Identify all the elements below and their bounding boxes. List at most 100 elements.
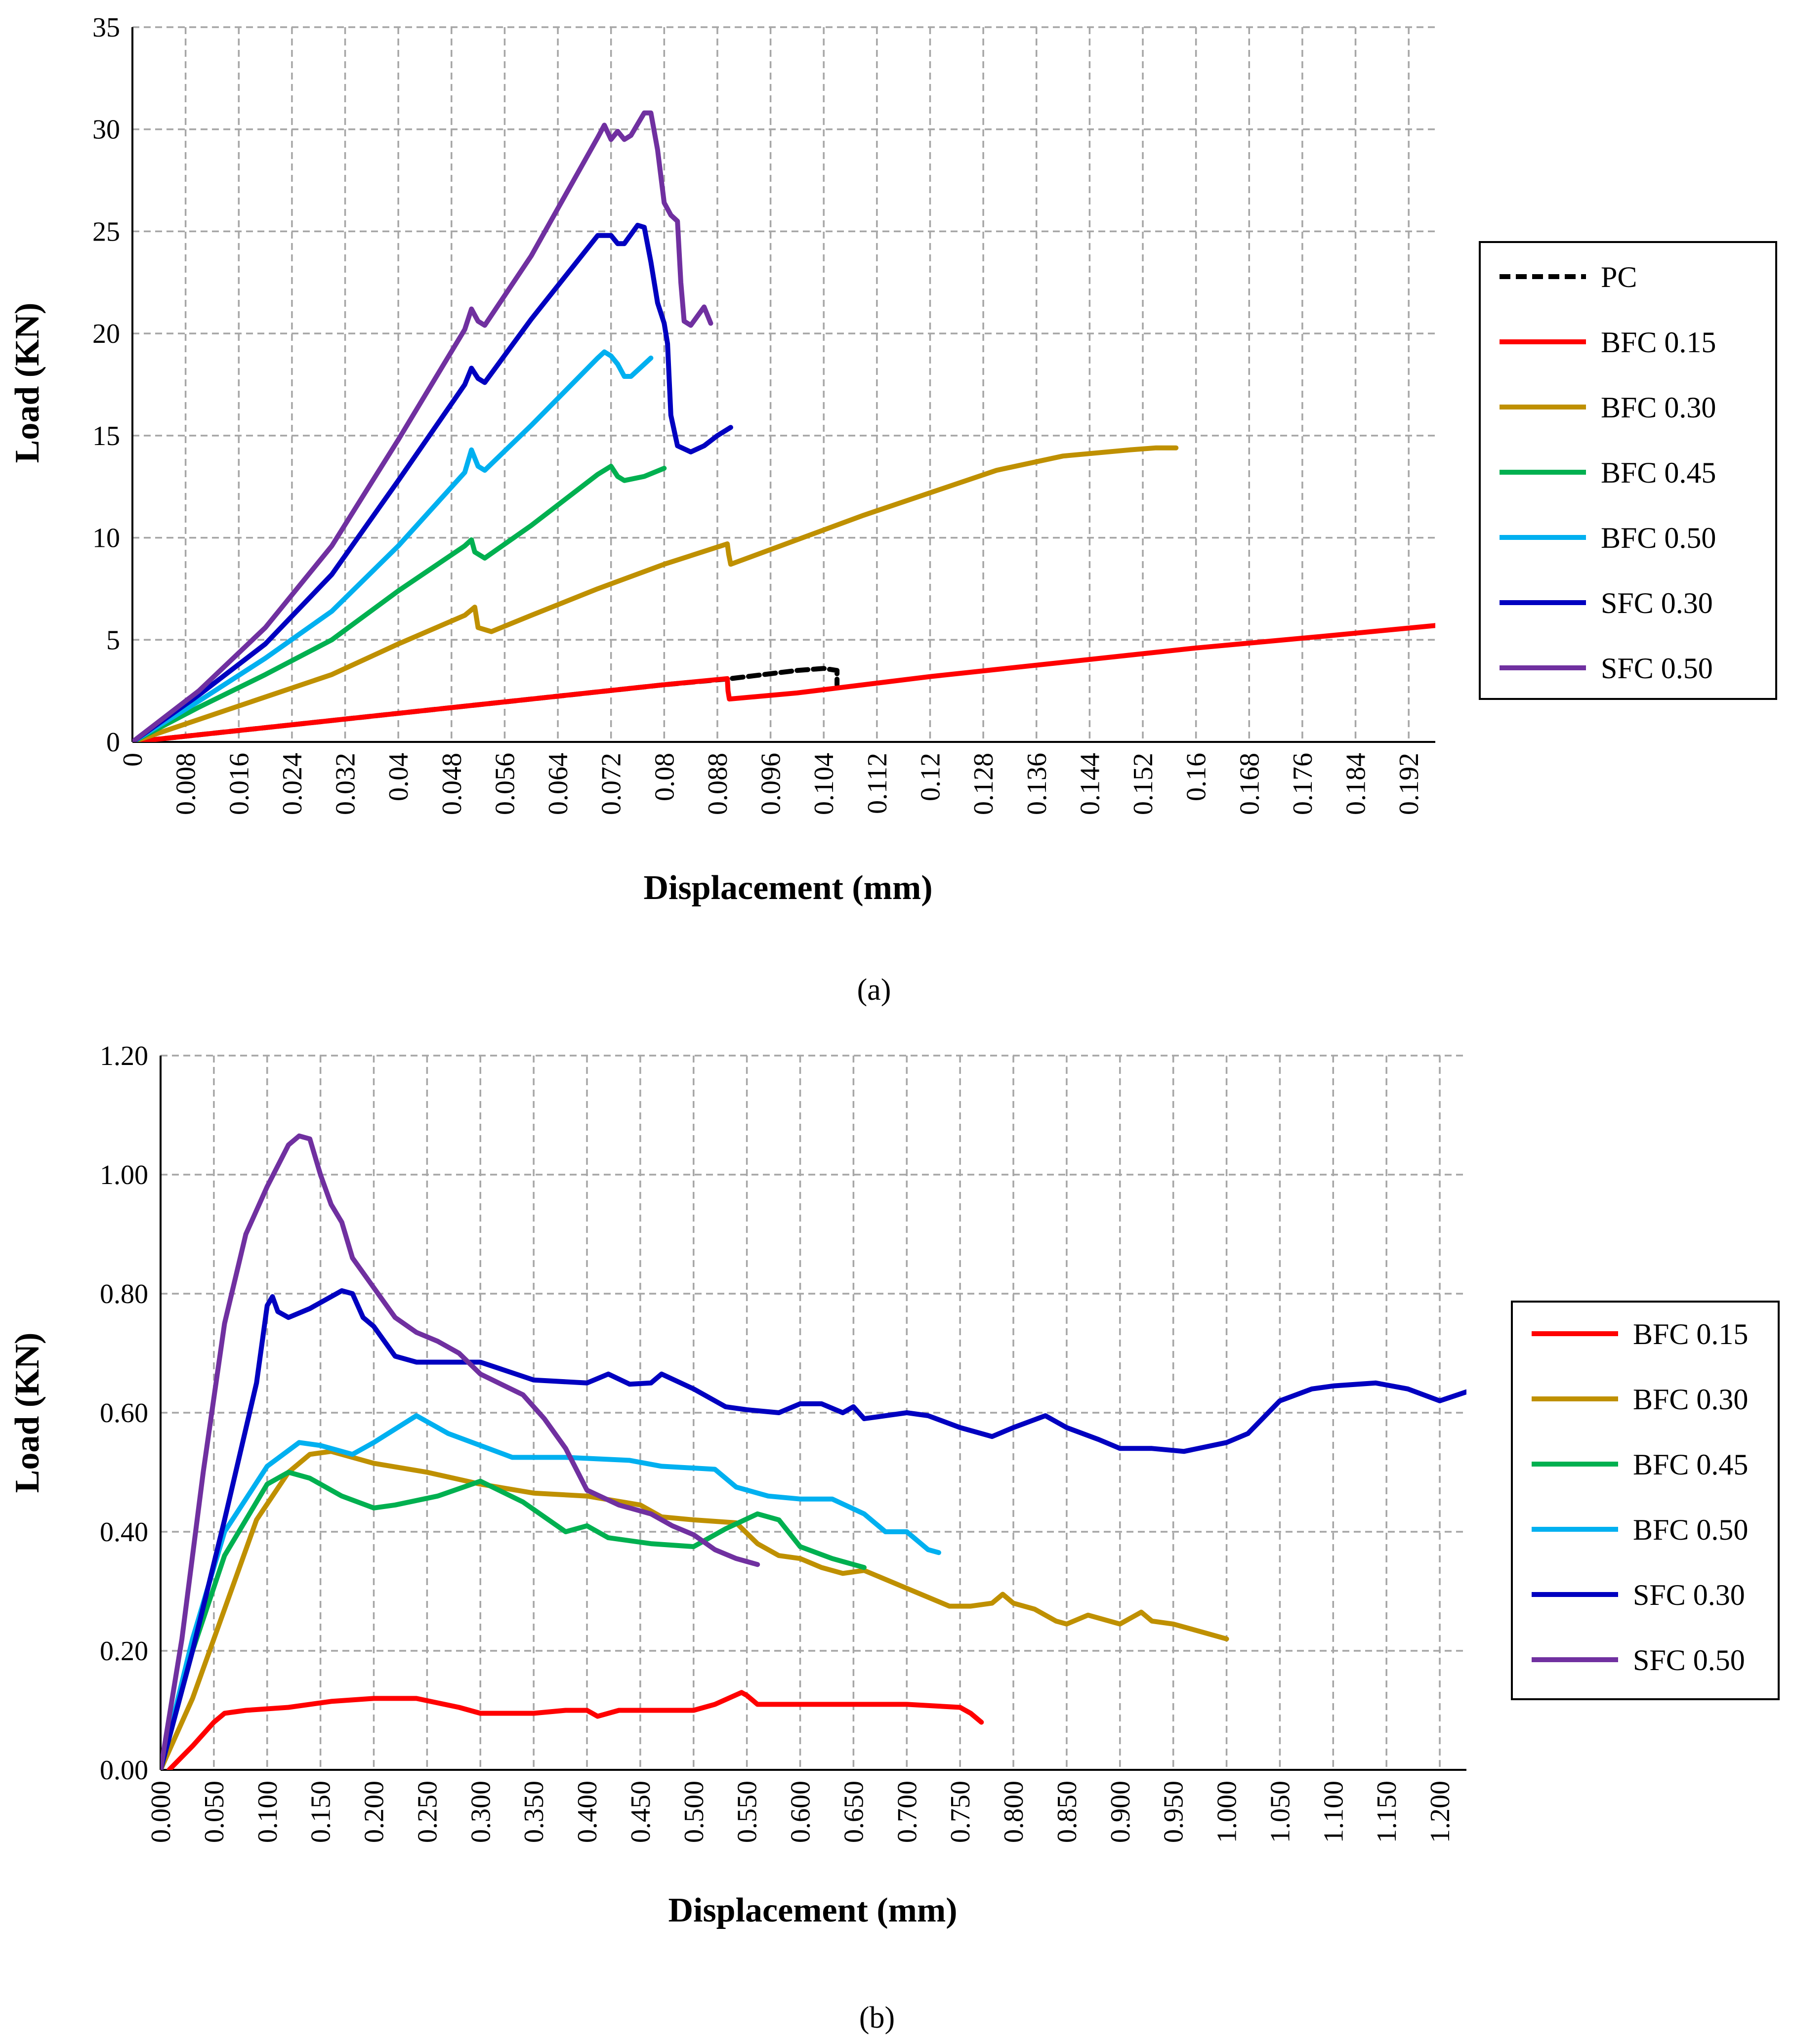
- chart-b-series: [161, 1133, 1466, 1770]
- chart-b-x-ticks: 0.000 0.050 0.100 0.150 0.200 0.250 0.300 0.350…: [146, 1781, 1456, 1843]
- chart-a-axes: [131, 27, 1435, 743]
- x-tick-label: 0.168: [1234, 753, 1265, 815]
- chart-a-y-ticks: 0 5 10 15 20 25 30 35: [92, 12, 120, 758]
- y-tick-label: 10: [92, 523, 120, 554]
- x-tick-label: 1.000: [1212, 1781, 1243, 1843]
- legend-label: BFC 0.15: [1633, 1318, 1748, 1350]
- chart-b: 0.00 0.20 0.40 0.60 0.80 1.00 1.20 0.000 0.050 0…: [8, 1041, 1780, 2035]
- x-tick-label: 0.008: [171, 753, 202, 815]
- y-tick-label: 0.80: [100, 1279, 148, 1309]
- y-tick-label: 1.20: [100, 1041, 148, 1071]
- series-line-sfc-0-30: [161, 1288, 1466, 1770]
- y-tick-label: 5: [106, 625, 120, 655]
- y-tick-label: 0.20: [100, 1636, 148, 1667]
- x-tick-label: 0.950: [1159, 1781, 1189, 1843]
- series-line-bfc-0-30: [132, 445, 1179, 742]
- x-tick-label: 0.064: [543, 753, 574, 815]
- x-tick-label: 0: [118, 753, 148, 767]
- x-tick-label: 0.04: [383, 753, 414, 801]
- y-tick-label: 25: [92, 216, 120, 247]
- legend-label: BFC 0.30: [1633, 1383, 1748, 1416]
- x-tick-label: 0.500: [679, 1781, 709, 1843]
- x-tick-label: 0.072: [596, 753, 627, 815]
- x-tick-label: 0.12: [915, 753, 946, 801]
- series-line-sfc-0-30: [132, 223, 733, 742]
- legend-label: SFC 0.30: [1633, 1579, 1745, 1611]
- series-line-bfc-0-50: [132, 349, 654, 742]
- x-tick-label: 0.050: [199, 1781, 230, 1843]
- chart-b-y-ticks: 0.00 0.20 0.40 0.60 0.80 1.00 1.20: [100, 1041, 148, 1786]
- x-tick-label: 0.600: [786, 1781, 816, 1843]
- x-tick-label: 1.100: [1318, 1781, 1349, 1843]
- chart-b-x-axis-label: Displacement (mm): [668, 1891, 957, 1929]
- x-tick-label: 0.750: [945, 1781, 976, 1843]
- legend-label: BFC 0.45: [1633, 1448, 1748, 1481]
- x-tick-label: 0.800: [999, 1781, 1029, 1843]
- y-tick-label: 0.60: [100, 1398, 148, 1429]
- chart-b-grid: [161, 1055, 1466, 1770]
- legend-label: BFC 0.15: [1601, 326, 1716, 359]
- chart-a: 0 5 10 15 20 25 30 35 0 0.008 0.016 0.024 0.032 0.04…: [8, 12, 1777, 1007]
- legend-label: BFC 0.50: [1633, 1513, 1748, 1546]
- x-tick-label: 1.150: [1372, 1781, 1402, 1843]
- x-tick-label: 0.100: [252, 1781, 283, 1843]
- chart-a-grid: [132, 26, 1435, 742]
- x-tick-label: 0.048: [437, 753, 467, 815]
- x-tick-label: 1.200: [1425, 1781, 1456, 1843]
- y-tick-label: 1.00: [100, 1160, 148, 1190]
- series-line-bfc-0-30: [161, 1449, 1229, 1770]
- legend-label: SFC 0.50: [1601, 652, 1713, 685]
- legend-label: BFC 0.50: [1601, 522, 1716, 554]
- series-line-bfc-0-45: [161, 1470, 867, 1770]
- series-line-sfc-0-50: [132, 110, 713, 742]
- x-tick-label: 0.550: [732, 1781, 763, 1843]
- y-tick-label: 0.40: [100, 1517, 148, 1548]
- chart-a-x-axis-label: Displacement (mm): [643, 869, 932, 907]
- x-tick-label: 0.024: [277, 753, 308, 815]
- x-tick-label: 0.250: [412, 1781, 443, 1843]
- legend-label: BFC 0.45: [1601, 456, 1716, 489]
- legend-label: SFC 0.30: [1601, 587, 1713, 619]
- x-tick-label: 0.150: [306, 1781, 336, 1843]
- x-tick-label: 0.650: [838, 1781, 869, 1843]
- x-tick-label: 0.000: [146, 1781, 176, 1843]
- x-tick-label: 0.450: [625, 1781, 656, 1843]
- x-tick-label: 0.104: [809, 753, 839, 815]
- chart-b-y-axis-label: Load (KN): [8, 1333, 46, 1493]
- x-tick-label: 0.400: [572, 1781, 603, 1843]
- x-tick-label: 0.08: [649, 753, 680, 801]
- y-tick-label: 0: [106, 727, 120, 758]
- x-tick-label: 0.192: [1394, 753, 1424, 815]
- x-tick-label: 0.056: [490, 753, 520, 815]
- x-tick-label: 0.700: [892, 1781, 922, 1843]
- chart-a-series: [132, 110, 1435, 742]
- x-tick-label: 0.128: [968, 753, 999, 815]
- legend-box: [1511, 1301, 1780, 1700]
- x-tick-label: 0.16: [1181, 753, 1212, 801]
- series-line-bfc-0-15: [167, 1690, 984, 1770]
- x-tick-label: 0.900: [1105, 1781, 1136, 1843]
- x-tick-label: 0.112: [862, 753, 893, 814]
- x-tick-label: 0.300: [465, 1781, 496, 1843]
- x-tick-label: 0.144: [1075, 753, 1105, 815]
- chart-b-axes: [160, 1056, 1466, 1771]
- series-line-bfc-0-45: [132, 463, 667, 742]
- x-tick-label: 0.136: [1022, 753, 1052, 815]
- series-line-bfc-0-15: [132, 623, 1435, 742]
- series-line-bfc-0-50: [161, 1413, 941, 1770]
- chart-b-legend: BFC 0.15 BFC 0.30 BFC 0.45 BFC 0.50 SFC 0.30…: [1511, 1301, 1780, 1700]
- x-tick-label: 0.176: [1288, 753, 1318, 815]
- y-tick-label: 20: [92, 319, 120, 349]
- x-tick-label: 1.050: [1265, 1781, 1295, 1843]
- x-tick-label: 0.350: [519, 1781, 549, 1843]
- y-tick-label: 15: [92, 421, 120, 451]
- chart-b-caption: (b): [859, 2001, 895, 2035]
- chart-a-caption: (a): [857, 973, 891, 1007]
- x-tick-label: 0.088: [703, 753, 733, 815]
- x-tick-label: 0.096: [756, 753, 787, 815]
- x-tick-label: 0.152: [1128, 753, 1159, 815]
- y-tick-label: 30: [92, 115, 120, 145]
- legend-label: PC: [1601, 261, 1637, 293]
- y-tick-label: 0.00: [100, 1755, 148, 1786]
- chart-a-x-ticks: 0 0.008 0.016 0.024 0.032 0.04 0.048 0.056 0.064…: [118, 753, 1424, 815]
